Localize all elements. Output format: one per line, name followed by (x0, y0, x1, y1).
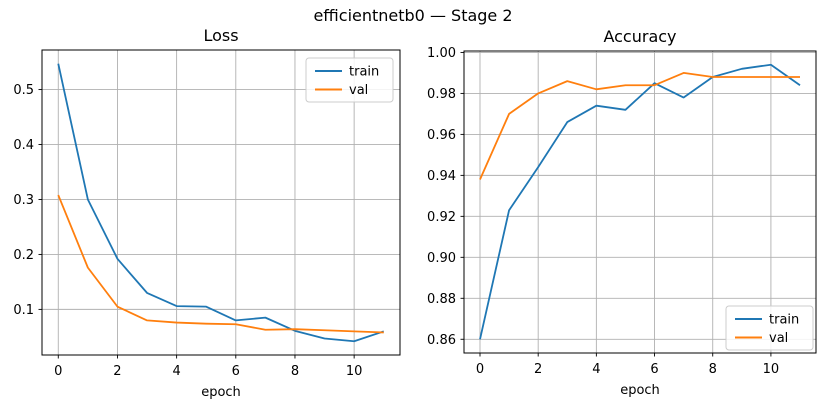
legend-label-train: train (769, 313, 799, 328)
legend: train val (725, 305, 814, 351)
y-tick-label: 0.2 (13, 248, 34, 263)
y-tick-label: 0.86 (427, 333, 456, 348)
legend-label-val: val (349, 83, 368, 98)
x-tick-label: 2 (113, 364, 121, 379)
loss-chart: 0 2 4 6 8 10 0.1 0.2 0.3 0.4 0.5 Loss epoch train val (13, 26, 401, 400)
accuracy-chart: 0 2 4 6 8 10 0.86 0.88 0.90 0.92 0.94 0.96 0.98 1.00 A… (427, 27, 817, 398)
figure-suptitle: efficientnetb0 — Stage 2 (313, 6, 513, 25)
axes-frame (463, 50, 817, 354)
legend-label-train: train (349, 65, 379, 80)
y-tick-label: 0.98 (427, 87, 456, 102)
series-line-train (479, 63, 801, 340)
y-tick-label: 0.3 (13, 193, 34, 208)
y-tick-label: 0.94 (427, 169, 456, 184)
x-tick-label: 0 (54, 364, 62, 379)
x-tick-label: 6 (650, 362, 658, 377)
x-axis-label: epoch (201, 385, 241, 400)
y-tick-label: 0.4 (13, 138, 34, 153)
x-tick-label: 10 (346, 364, 363, 379)
legend-label-val: val (769, 331, 788, 346)
chart-title: Accuracy (603, 27, 676, 46)
y-tick-label: 0.88 (427, 292, 456, 307)
series-line-train (57, 63, 385, 343)
y-tick-label: 0.96 (427, 128, 456, 143)
x-tick-label: 8 (709, 362, 717, 377)
y-tick-label: 1.00 (427, 46, 456, 61)
x-tick-label: 2 (534, 362, 542, 377)
x-tick-label: 10 (763, 362, 780, 377)
x-tick-label: 8 (291, 364, 299, 379)
y-tick-label: 0.1 (13, 303, 34, 318)
chart-title: Loss (203, 26, 238, 45)
grid (464, 51, 816, 353)
x-axis-label: epoch (620, 383, 660, 398)
legend-box (305, 57, 394, 103)
y-tick-label: 0.90 (427, 251, 456, 266)
x-tick-label: 4 (592, 362, 600, 377)
axes-frame (41, 49, 401, 356)
series-line-val (479, 72, 800, 180)
legend-box (725, 305, 814, 351)
x-tick-label: 6 (232, 364, 240, 379)
x-tick-label: 0 (476, 362, 484, 377)
series-line-val (57, 194, 384, 334)
ticks (460, 51, 772, 357)
ticks (38, 89, 355, 359)
x-tick-label: 4 (172, 364, 180, 379)
legend: train val (305, 57, 394, 103)
y-tick-label: 0.92 (427, 210, 456, 225)
y-tick-label: 0.5 (13, 83, 34, 98)
